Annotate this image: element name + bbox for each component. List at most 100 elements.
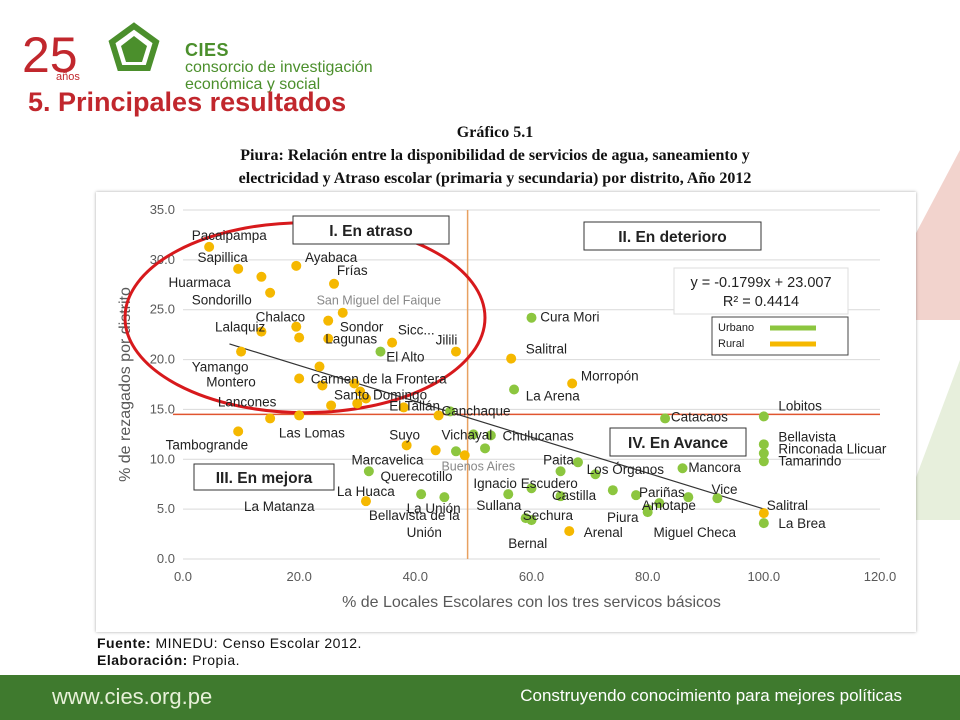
district-label: La Unión — [407, 501, 461, 516]
logo-25: 25 — [22, 27, 78, 83]
district-label: Jilili — [436, 333, 458, 348]
district-label: Marcavelica — [351, 452, 424, 467]
district-label: Sechura — [523, 508, 574, 523]
district-label: Frías — [337, 263, 368, 278]
quadrant-label: IV. En Avance — [628, 435, 728, 452]
y-tick-label: 0.0 — [157, 551, 175, 566]
rural-point — [506, 353, 517, 364]
district-label: Lobitos — [778, 398, 822, 413]
district-label: Pacaipampa — [192, 228, 268, 243]
rural-point — [459, 450, 470, 461]
urbano-point — [758, 448, 769, 459]
district-label: Salitral — [767, 498, 808, 513]
district-label: Paita — [543, 452, 574, 467]
rural-point — [323, 333, 334, 344]
district-label: La Brea — [778, 516, 826, 531]
quadrant-label: I. En atraso — [329, 223, 413, 240]
urbano-point — [631, 490, 642, 501]
y-tick-label: 10.0 — [150, 451, 175, 466]
rural-point — [433, 410, 444, 421]
district-label: Vice — [712, 482, 738, 497]
x-tick-label: 120.0 — [864, 569, 897, 584]
logo-anos: años — [56, 71, 80, 83]
urbano-point — [450, 446, 461, 457]
quadrant-box — [193, 463, 335, 491]
rural-point — [256, 271, 267, 282]
y-tick-label: 25.0 — [150, 302, 175, 317]
urbano-point — [607, 485, 618, 496]
urbano-point — [642, 507, 653, 518]
district-label: Miguel Checa — [653, 525, 736, 540]
rural-point — [387, 337, 398, 348]
elaboration-label: Elaboración: — [97, 652, 188, 668]
district-label: Buenos Aires — [441, 459, 515, 473]
rural-point — [430, 445, 441, 456]
urbano-point — [503, 489, 514, 500]
district-label: Ayabaca — [305, 250, 358, 265]
x-tick-label: 100.0 — [748, 569, 781, 584]
x-axis-title: % de Locales Escolares con los tres serv… — [342, 594, 721, 611]
source-text: MINEDU: Censo Escolar 2012. — [155, 635, 362, 651]
rural-point — [349, 378, 360, 389]
district-label: Lancones — [218, 394, 277, 409]
equation-box — [673, 267, 849, 315]
district-label: La Matanza — [244, 499, 315, 514]
x-tick-label: 80.0 — [635, 569, 660, 584]
rural-point — [233, 426, 244, 437]
district-label: Yamango — [192, 360, 249, 375]
district-label: Montero — [206, 374, 256, 389]
urbano-point — [683, 492, 694, 503]
rural-point — [294, 332, 305, 343]
urbano-point — [590, 469, 601, 480]
district-label: Tamarindo — [778, 453, 841, 468]
rural-point — [236, 346, 247, 357]
urbano-point — [654, 498, 665, 509]
urbano-point — [480, 443, 491, 454]
district-label: Ignacio Escudero — [473, 476, 577, 491]
rural-point — [265, 287, 276, 298]
rural-point — [294, 410, 305, 421]
district-label: Huarmaca — [168, 275, 231, 290]
source-label: Fuente: — [97, 635, 152, 651]
urbano-point — [526, 515, 537, 526]
urbano-point — [526, 483, 537, 494]
district-label: Sapillica — [198, 250, 249, 265]
district-label: La Arena — [526, 388, 581, 403]
district-label: Bellavista de la — [369, 508, 460, 523]
urbano-point — [758, 456, 769, 467]
district-label: Canchaque — [441, 403, 510, 418]
scatter-chart: 0.05.010.015.020.025.030.035.00.0 20.0 40.… — [117, 202, 897, 611]
district-label: Unión — [407, 525, 442, 540]
urbano-point — [375, 346, 386, 357]
y-tick-label: 5.0 — [157, 501, 175, 516]
quadrant-label: II. En deterioro — [618, 229, 727, 246]
rural-point — [291, 260, 302, 271]
brand-name: CIES — [185, 40, 230, 60]
footer-url[interactable]: www.cies.org.pe — [52, 684, 213, 709]
section-title: 5. Principales resultados — [28, 87, 347, 117]
figure-caption: Gráfico 5.1 Piura: Relación entre la dis… — [110, 121, 880, 190]
urbano-point — [526, 312, 537, 323]
pentagon-icon — [108, 22, 160, 71]
x-tick-label: 40.0 — [403, 569, 428, 584]
rural-point — [265, 413, 276, 424]
district-label: El Alto — [386, 350, 424, 365]
district-label: San Miguel del Faique — [317, 294, 441, 308]
district-label: Sullana — [476, 498, 522, 513]
pentagon-inner-icon — [121, 36, 147, 62]
urbano-point — [758, 518, 769, 529]
rural-point — [360, 496, 371, 507]
org-line-2: económica y social — [185, 76, 321, 93]
cies-logo: 25 años CIES consorcio de investigación … — [22, 18, 422, 93]
legend-box — [711, 316, 849, 356]
urbano-point — [660, 413, 671, 424]
urbano-point — [468, 429, 479, 440]
rural-point — [314, 361, 325, 372]
figure-caption-line-2: electricidad y Atraso escolar (primaria … — [238, 170, 752, 187]
district-label: La Huaca — [337, 484, 395, 499]
source-note: Fuente: MINEDU: Censo Escolar 2012. Elab… — [97, 635, 362, 669]
district-label: Los Órganos — [587, 462, 665, 477]
cies-25-logo-graphic: 25 años — [22, 22, 160, 83]
x-tick-label: 0.0 — [174, 569, 192, 584]
district-label: Vichayal — [441, 427, 492, 442]
